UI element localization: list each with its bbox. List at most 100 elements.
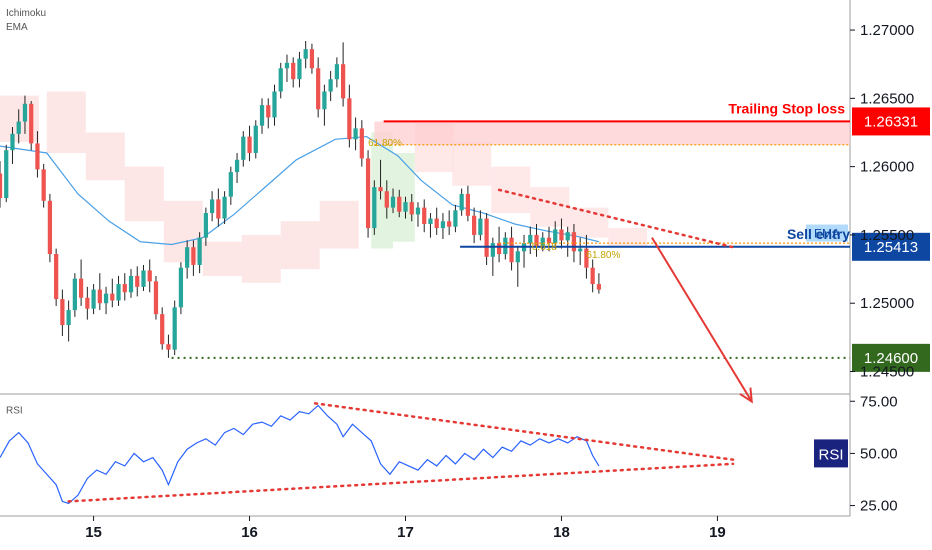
candle-down <box>384 191 389 208</box>
fib-label: 61.80% <box>586 250 620 261</box>
stop-price-badge <box>852 107 930 136</box>
candle-up <box>297 58 302 80</box>
candle-up <box>453 210 458 227</box>
candle-up <box>390 196 396 208</box>
candle-up <box>141 270 146 287</box>
candle-up <box>334 64 339 80</box>
ema-badge-text: EMA <box>814 227 840 241</box>
candle-up <box>103 293 109 304</box>
candle-up <box>228 172 233 197</box>
cloud-band-bear <box>452 142 492 186</box>
candle-down <box>465 193 471 216</box>
stop-price-value: 1.26331 <box>864 113 918 130</box>
ema-line <box>0 135 600 246</box>
candle-down <box>41 169 46 201</box>
candle-down <box>422 207 427 224</box>
price-tick-label: 1.26500 <box>860 90 914 107</box>
candle-down <box>347 98 352 140</box>
candle-down <box>266 105 271 118</box>
candle-up <box>209 199 215 214</box>
candle-up <box>303 49 308 59</box>
cloud-band-bear <box>241 234 281 283</box>
candle-up <box>222 196 227 219</box>
candle-down <box>110 293 115 301</box>
candle-up <box>540 237 545 246</box>
candle-down <box>85 297 90 309</box>
cloud-band-bear <box>608 228 648 246</box>
candle-up <box>66 310 71 326</box>
candle-up <box>203 213 208 238</box>
price-tick-label: 1.24500 <box>860 364 914 381</box>
rsi-pane-label: RSI <box>6 405 23 416</box>
resistance-trendline <box>497 188 735 249</box>
candle-up <box>565 232 570 241</box>
fib-label: 61.80% <box>368 138 402 149</box>
candle-up <box>553 229 558 244</box>
rsi-trendline <box>67 462 735 503</box>
candle-up <box>91 289 96 309</box>
fib-label: 0.618 <box>532 242 557 253</box>
target-price-value: 1.24600 <box>864 350 918 367</box>
candle-down <box>409 202 414 215</box>
candle-down <box>122 284 127 293</box>
candle-down <box>590 267 595 285</box>
candle-up <box>197 237 202 265</box>
candle-up <box>428 218 433 224</box>
cloud-band-bear <box>85 132 125 181</box>
candle-down <box>60 299 65 326</box>
candle-up <box>440 221 446 229</box>
candle-up <box>403 202 408 212</box>
candle-down <box>316 68 321 110</box>
rsi-tick-label: 75.00 <box>860 393 898 410</box>
candle-down <box>484 218 489 257</box>
ema-legend: EMA <box>6 22 28 33</box>
candle-down <box>472 215 477 235</box>
candle-down <box>434 218 439 229</box>
candle-down <box>509 237 514 263</box>
candle-up <box>259 105 265 126</box>
candle-down <box>29 103 34 144</box>
candle-down <box>365 158 371 229</box>
candle-down <box>147 270 152 282</box>
candle-up <box>272 91 277 118</box>
rsi-trendline <box>313 402 735 461</box>
target-price-badge <box>852 343 930 372</box>
rsi-line <box>0 404 600 505</box>
candle-down <box>496 243 502 255</box>
price-tick-label: 1.25000 <box>860 295 914 312</box>
stop-loss-label: Trailing Stop loss <box>728 100 845 116</box>
rsi-badge <box>814 439 848 468</box>
cloud-band-bull <box>393 152 415 242</box>
candle-up <box>185 247 190 268</box>
candle-up <box>478 218 483 235</box>
time-tick-label: 17 <box>397 524 414 541</box>
candle-down <box>160 314 165 345</box>
candle-down <box>596 284 602 290</box>
cloud-band-bear <box>530 187 570 227</box>
rsi-badge-text: RSI <box>818 446 843 463</box>
ichimoku-cloud <box>0 91 648 283</box>
candle-up <box>128 275 134 293</box>
candle-down <box>291 62 296 80</box>
stop-loss-zone <box>374 121 850 145</box>
candle-up <box>372 187 377 229</box>
candle-up <box>22 103 28 122</box>
forecast-arrow-head <box>739 387 753 404</box>
time-tick-label: 19 <box>709 524 726 541</box>
candle-down <box>97 289 102 304</box>
candle-up <box>278 68 283 92</box>
candle-up <box>4 150 9 199</box>
candle-up <box>459 193 464 211</box>
ema-badge-box <box>806 224 848 242</box>
candle-up <box>284 62 290 69</box>
time-tick-label: 18 <box>553 524 570 541</box>
candle-down <box>534 234 539 246</box>
cloud-band-bear <box>491 166 531 214</box>
entry-price-badge <box>852 232 930 261</box>
candle-up <box>10 133 15 151</box>
candle-up <box>528 234 533 244</box>
candle-down <box>153 281 159 315</box>
entry-price-value: 1.25413 <box>864 239 918 256</box>
